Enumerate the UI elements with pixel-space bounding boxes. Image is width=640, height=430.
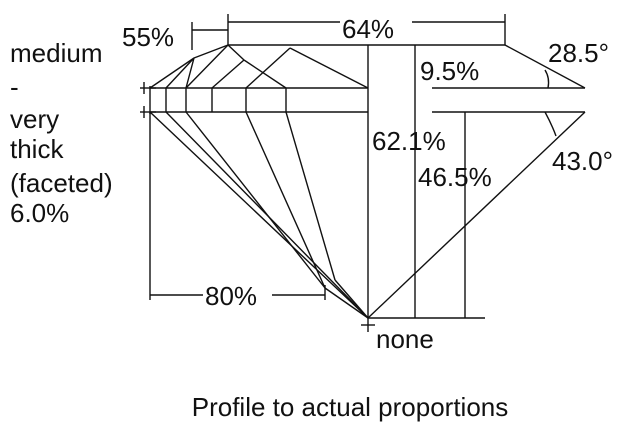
pavilion-angle-label: 43.0° [552,146,613,176]
girdle-label: - [10,72,19,102]
crown-height-label: 9.5% [420,56,479,86]
culet-label: none [376,324,434,354]
lower-half-label: 80% [205,281,257,311]
dimension-lines [149,14,586,319]
girdle-label: medium [10,38,102,68]
pavilion-depth-label: 46.5% [418,162,492,192]
total-depth-label: 62.1% [372,126,446,156]
diamond-outline [140,44,375,332]
girdle-label: thick [10,134,64,164]
caption: Profile to actual proportions [192,392,509,422]
star-length-label: 55% [122,22,174,52]
girdle-label: very [10,104,59,134]
table-label: 64% [342,14,394,44]
girdle-label: 6.0% [10,198,69,228]
crown-angle-label: 28.5° [548,38,609,68]
girdle-label: (faceted) [10,168,113,198]
